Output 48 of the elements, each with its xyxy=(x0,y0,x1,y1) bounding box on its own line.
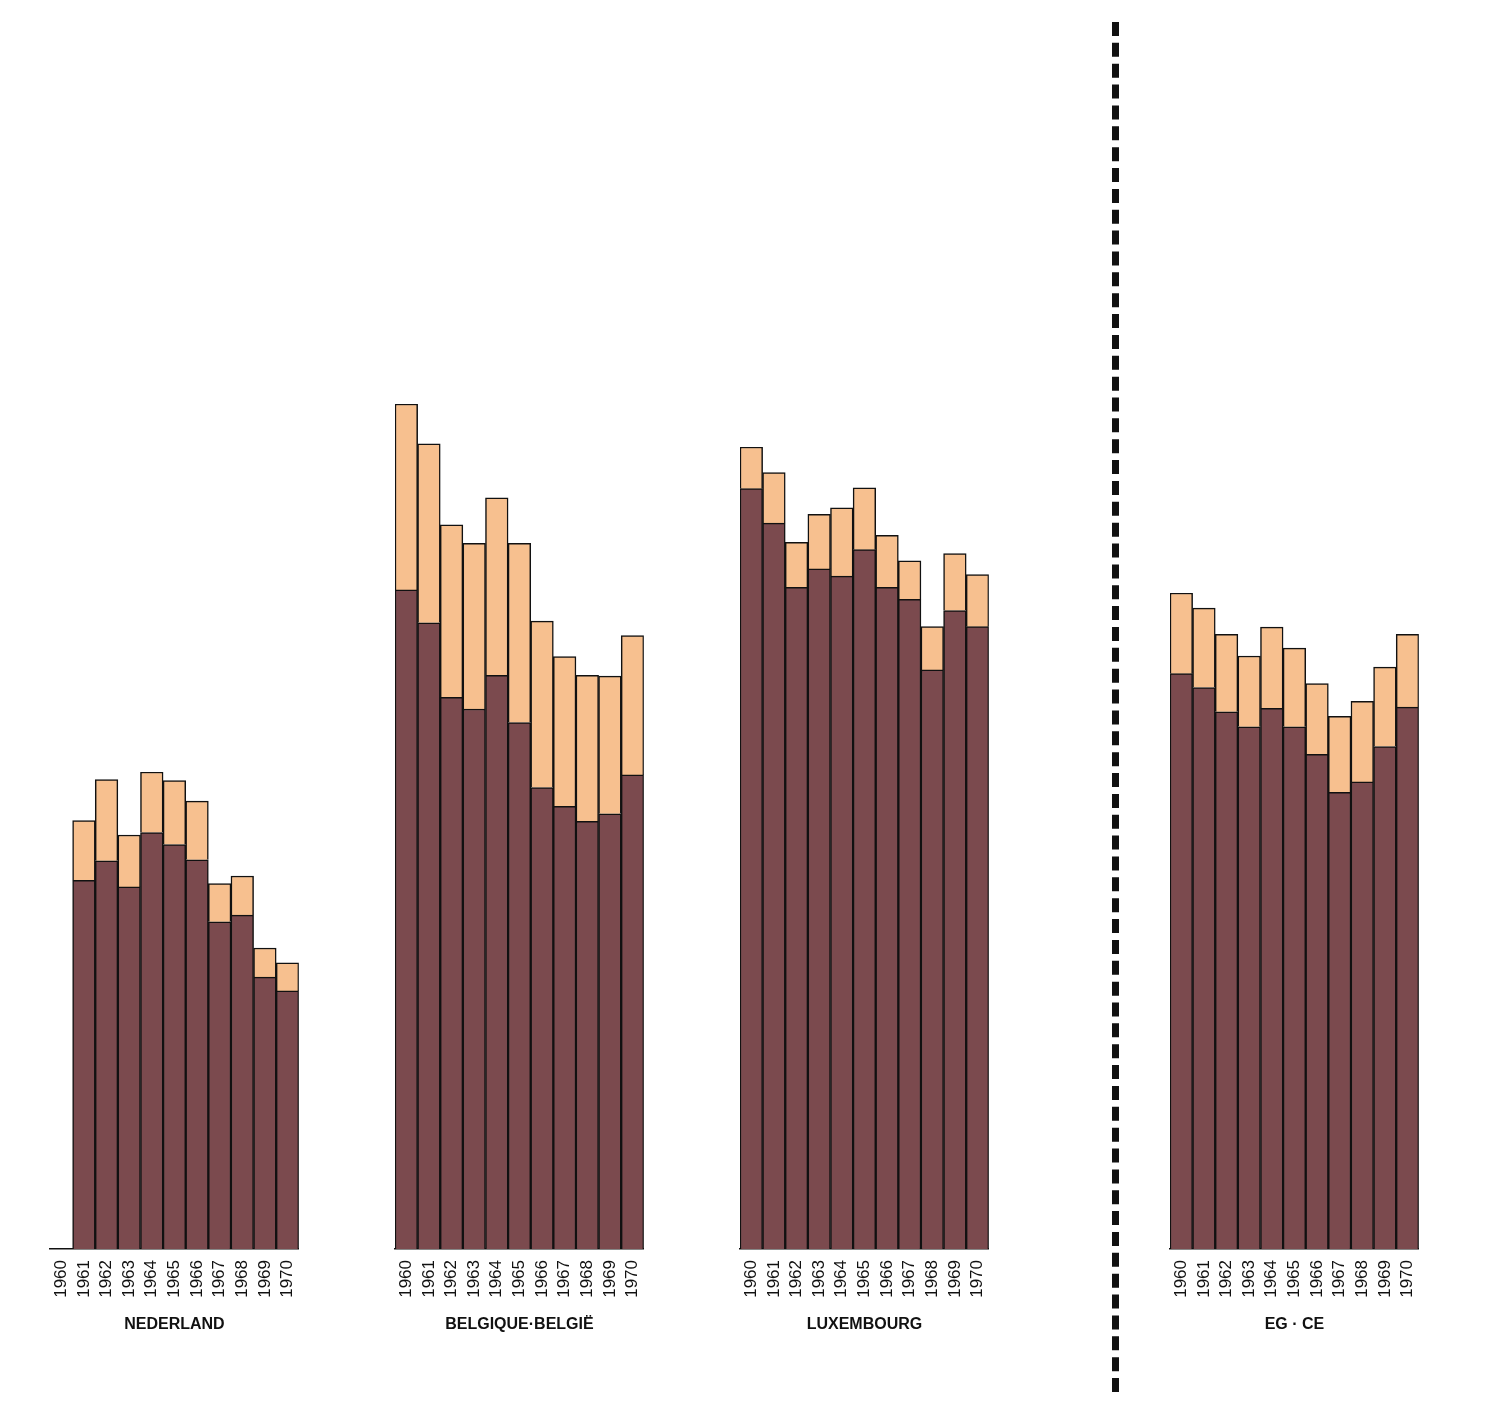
x-tick-label: 1962 xyxy=(1216,1259,1236,1298)
x-tick-label: 1967 xyxy=(899,1259,919,1298)
x-tick-label: 1970 xyxy=(277,1259,297,1298)
x-tick-label: 1964 xyxy=(486,1259,506,1298)
x-tick-label: 1962 xyxy=(441,1259,461,1298)
x-tick-label: 1963 xyxy=(118,1259,138,1298)
x-tick-label: 1968 xyxy=(576,1259,596,1298)
x-tick-label: 1965 xyxy=(164,1259,184,1298)
x-tick-label: 1969 xyxy=(254,1259,274,1298)
x-tick-label: 1968 xyxy=(1351,1259,1371,1298)
x-tick-label: 1966 xyxy=(876,1259,896,1298)
x-tick-label: 1963 xyxy=(1238,1259,1258,1298)
x-tick-label: 1966 xyxy=(186,1259,206,1298)
x-tick-label: 1967 xyxy=(554,1259,574,1298)
x-tick-label: 1965 xyxy=(854,1259,874,1298)
x-axis-title: BELGIQUE·BELGIË xyxy=(445,1314,594,1332)
x-tick-label: 1968 xyxy=(231,1259,251,1298)
x-tick-label: 1964 xyxy=(831,1259,851,1298)
x-tick-label: 1960 xyxy=(1171,1259,1190,1298)
x-tick-label: 1962 xyxy=(786,1259,806,1298)
x-tick-label: 1969 xyxy=(1374,1259,1394,1298)
x-axis-title: EG · CE xyxy=(1264,1314,1325,1332)
x-tick-label: 1969 xyxy=(599,1259,619,1298)
x-tick-label: 1965 xyxy=(509,1259,529,1298)
x-tick-label: 1962 xyxy=(96,1259,116,1298)
x-tick-label: 1968 xyxy=(921,1259,941,1298)
x-tick-label: 1961 xyxy=(763,1259,783,1298)
x-axis-title: LUXEMBOURG xyxy=(806,1314,923,1332)
x-tick-label: 1970 xyxy=(622,1259,642,1298)
x-tick-label: 1961 xyxy=(1193,1259,1213,1298)
x-tick-label: 1963 xyxy=(808,1259,828,1298)
x-tick-label: 1964 xyxy=(141,1259,161,1298)
x-tick-label: 1961 xyxy=(73,1259,93,1298)
x-tick-label: 1966 xyxy=(531,1259,551,1298)
x-tick-label: 1964 xyxy=(1261,1259,1281,1298)
x-tick-label: 1967 xyxy=(1329,1259,1349,1298)
x-tick-label: 1961 xyxy=(418,1259,438,1298)
x-tick-label: 1969 xyxy=(944,1259,964,1298)
x-tick-label: 1967 xyxy=(209,1259,229,1298)
x-tick-label: 1970 xyxy=(967,1259,987,1298)
x-tick-label: 1960 xyxy=(51,1259,70,1298)
x-tick-label: 1966 xyxy=(1306,1259,1326,1298)
x-tick-label: 1963 xyxy=(463,1259,483,1298)
x-tick-label: 1965 xyxy=(1284,1259,1304,1298)
x-axis-title: NEDERLAND xyxy=(124,1314,225,1332)
x-tick-label: 1970 xyxy=(1397,1259,1417,1298)
x-tick-label: 1960 xyxy=(396,1259,415,1298)
x-tick-label: 1960 xyxy=(741,1259,760,1298)
